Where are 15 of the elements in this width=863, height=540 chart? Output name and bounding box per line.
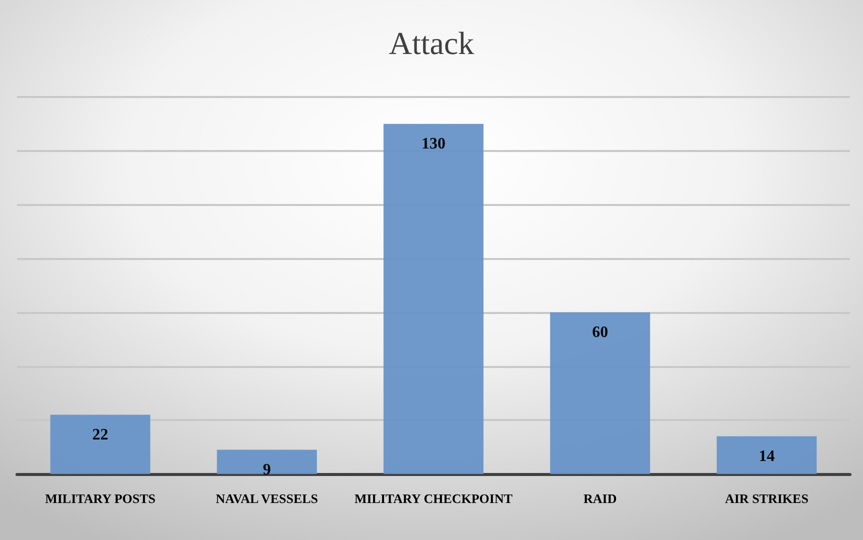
bar bbox=[384, 124, 484, 474]
data-label: 14 bbox=[758, 448, 775, 465]
x-tick-label: NAVAL VESSELS bbox=[216, 491, 318, 506]
bar bbox=[216, 450, 317, 474]
bar bbox=[50, 414, 150, 474]
data-label: 22 bbox=[92, 426, 108, 444]
x-tick-label: MILITARY POSTS bbox=[45, 491, 156, 506]
data-label: 60 bbox=[592, 324, 608, 341]
x-tick-label: RAID bbox=[583, 491, 617, 506]
bar bbox=[716, 436, 817, 474]
x-tick-label: MILITARY CHECKPOINT bbox=[354, 491, 513, 506]
x-tick-label: AIR STRIKES bbox=[724, 491, 808, 506]
bar bbox=[550, 312, 650, 474]
chart-title: Attack bbox=[388, 25, 474, 61]
data-label: 130 bbox=[422, 135, 446, 152]
